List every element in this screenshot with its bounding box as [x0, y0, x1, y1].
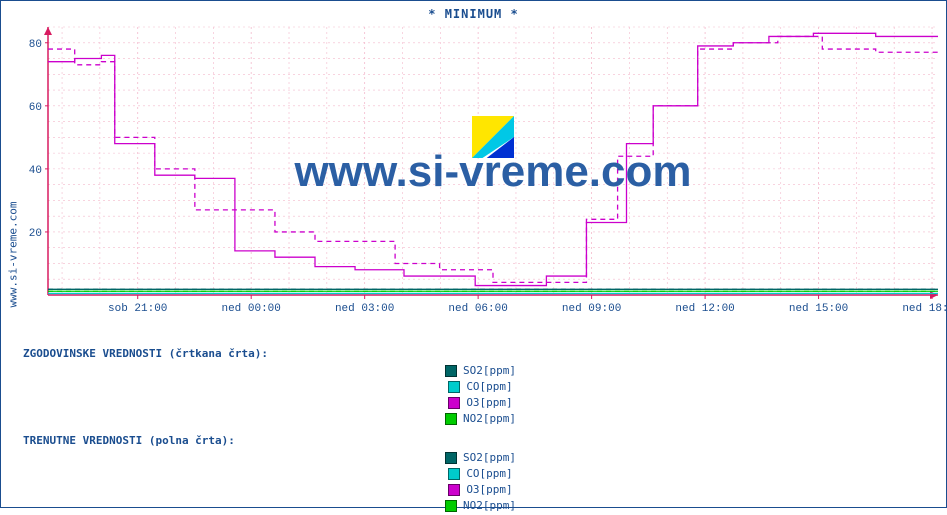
- legend-label: CO[ppm]: [466, 467, 512, 481]
- legend-item-so2: SO2[ppm]: [445, 364, 516, 378]
- legend-swatch: [445, 452, 457, 464]
- legend-heading-historical: ZGODOVINSKE VREDNOSTI (črtkana črta):: [23, 347, 938, 360]
- svg-text:ned 06:00: ned 06:00: [448, 303, 507, 315]
- legend-block-current: SO2[ppm] CO[ppm] O3[ppm] NO2[ppm]: [23, 451, 938, 515]
- plot-area: 20406080sob 21:00ned 00:00ned 03:00ned 0…: [48, 27, 938, 317]
- legend-area: ZGODOVINSKE VREDNOSTI (črtkana črta): SO…: [23, 341, 938, 503]
- svg-text:20: 20: [29, 228, 42, 240]
- svg-text:ned 00:00: ned 00:00: [221, 303, 280, 315]
- svg-text:ned 12:00: ned 12:00: [675, 303, 734, 315]
- legend-block-historical: SO2[ppm] CO[ppm] O3[ppm] NO2[ppm]: [23, 364, 938, 428]
- chart-title: * MINIMUM *: [1, 7, 946, 21]
- legend-label: O3[ppm]: [466, 483, 512, 497]
- legend-swatch: [448, 397, 460, 409]
- svg-text:ned 03:00: ned 03:00: [335, 303, 394, 315]
- legend-swatch: [448, 381, 460, 393]
- legend-item-no2: NO2[ppm]: [445, 412, 516, 426]
- legend-item-so2: SO2[ppm]: [445, 451, 516, 465]
- legend-swatch: [448, 484, 460, 496]
- legend-label: O3[ppm]: [466, 396, 512, 410]
- legend-label: NO2[ppm]: [463, 499, 516, 513]
- legend-item-co: CO[ppm]: [448, 467, 512, 481]
- side-source-label: www.si-vreme.com: [3, 1, 23, 507]
- legend-swatch: [445, 365, 457, 377]
- svg-text:80: 80: [29, 39, 42, 51]
- svg-text:60: 60: [29, 102, 42, 114]
- legend-heading-current: TRENUTNE VREDNOSTI (polna črta):: [23, 434, 938, 447]
- legend-item-co: CO[ppm]: [448, 380, 512, 394]
- chart-frame: * MINIMUM * www.si-vreme.com 20 40 60 80 sob…: [0, 0, 947, 508]
- side-source-text: www.si-vreme.com: [7, 201, 20, 307]
- legend-swatch: [448, 468, 460, 480]
- svg-text:sob 21:00: sob 21:00: [108, 303, 167, 315]
- legend-label: SO2[ppm]: [463, 364, 516, 378]
- svg-text:40: 40: [29, 165, 42, 177]
- legend-label: SO2[ppm]: [463, 451, 516, 465]
- svg-text:ned 09:00: ned 09:00: [562, 303, 621, 315]
- legend-swatch: [445, 500, 457, 512]
- svg-text:ned 15:00: ned 15:00: [789, 303, 848, 315]
- legend-label: NO2[ppm]: [463, 412, 516, 426]
- svg-text:ned 18:00: ned 18:00: [902, 303, 947, 315]
- legend-item-no2: NO2[ppm]: [445, 499, 516, 513]
- legend-swatch: [445, 413, 457, 425]
- legend-label: CO[ppm]: [466, 380, 512, 394]
- legend-item-o3: O3[ppm]: [448, 396, 512, 410]
- legend-item-o3: O3[ppm]: [448, 483, 512, 497]
